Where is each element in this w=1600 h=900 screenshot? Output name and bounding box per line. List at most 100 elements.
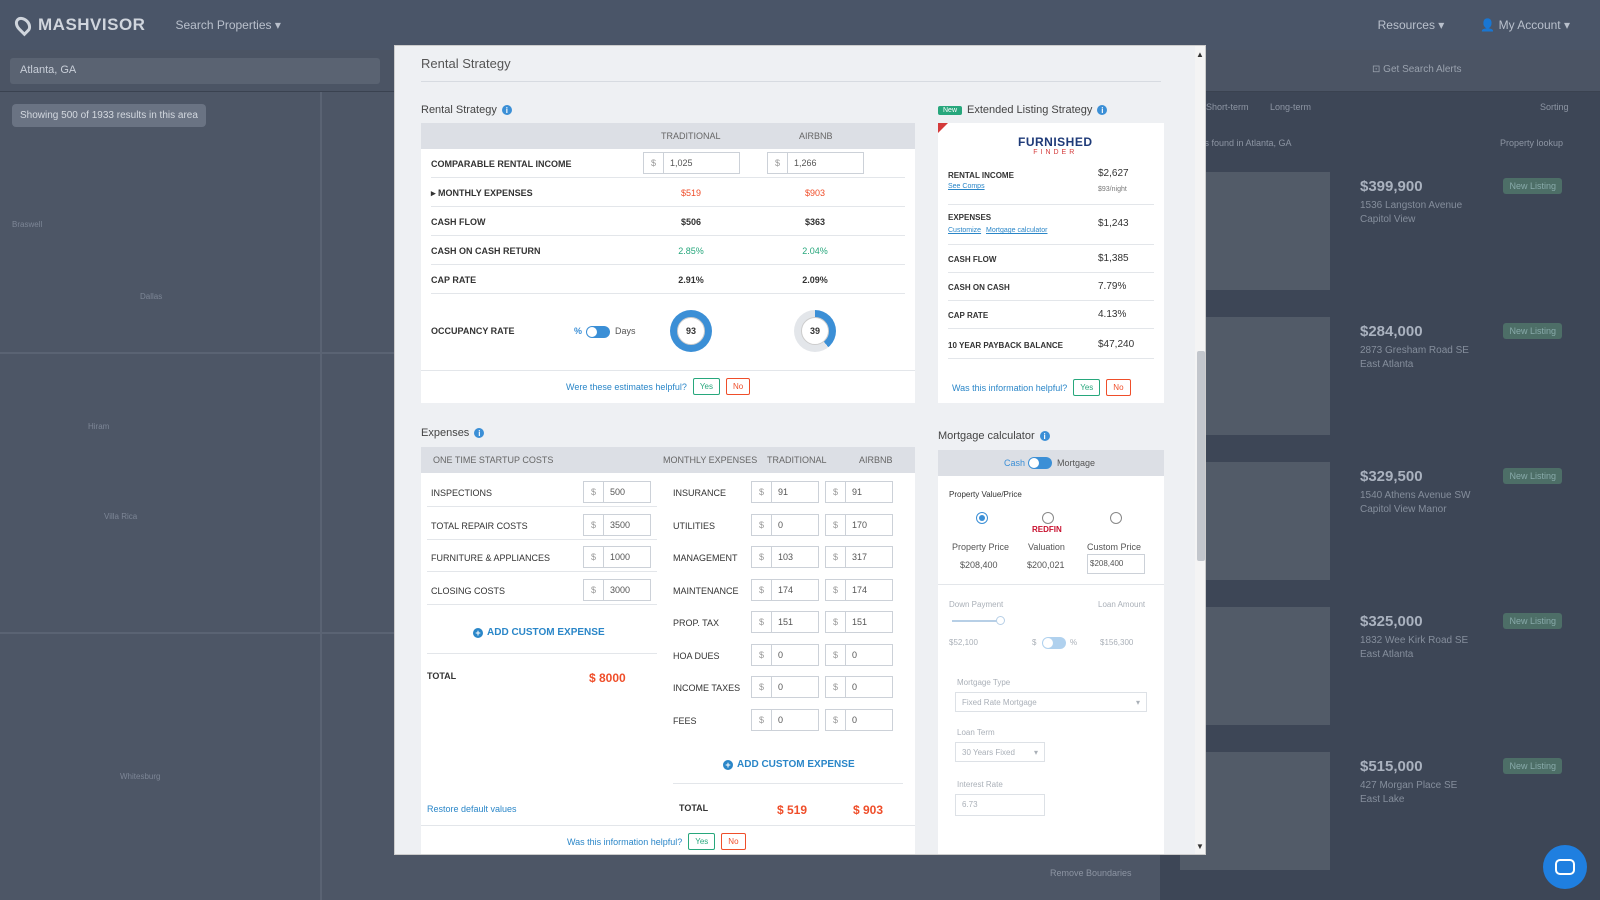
listing-price: $399,900 <box>1360 178 1423 195</box>
my-account-menu[interactable]: 👤 My Account ▾ <box>1480 18 1570 32</box>
custom-price-radio[interactable] <box>1110 512 1122 524</box>
mortgage-calculator-link[interactable]: Mortgage calculator <box>986 227 1048 234</box>
no-button[interactable]: No <box>725 378 751 395</box>
resources-menu[interactable]: Resources ▾ <box>1377 18 1445 32</box>
property-price-label: Property Price <box>952 542 1010 552</box>
monthly-airbnb-input[interactable]: $170 <box>825 513 893 536</box>
scroll-up-icon[interactable]: ▲ <box>1196 50 1204 59</box>
monthly-traditional-input[interactable]: $0 <box>751 513 819 536</box>
sorting-menu[interactable]: Sorting <box>1540 102 1569 112</box>
valuation-radio[interactable] <box>1042 512 1054 524</box>
property-lookup-link[interactable]: Property lookup <box>1500 138 1564 148</box>
yes-button[interactable]: Yes <box>688 833 716 850</box>
monthly-airbnb-input[interactable]: $0 <box>825 676 893 698</box>
rental-strategy-modal: Rental Strategy ▲ ▼ Rental Strategy i TRA… <box>394 45 1206 855</box>
divider <box>421 81 1161 82</box>
listing-area: East Lake <box>1360 794 1405 805</box>
caret-right-icon[interactable]: ▸ <box>431 188 436 198</box>
comparable-traditional-input[interactable]: $1,025 <box>643 152 740 174</box>
dollar-unit-label: $ <box>1032 638 1037 647</box>
plus-icon: + <box>473 627 483 638</box>
results-count-badge: Showing 500 of 1933 results in this area <box>12 104 206 127</box>
startup-expense-input[interactable]: $3000 <box>583 578 651 601</box>
mortgage-type-select[interactable]: Fixed Rate Mortgage ▾ <box>955 692 1147 712</box>
chat-launcher-button[interactable] <box>1543 845 1587 889</box>
monthly-airbnb-input[interactable]: $317 <box>825 546 893 568</box>
custom-price-input[interactable]: $208,400 <box>1087 554 1145 574</box>
cash-on-cash-row: CASH ON CASH RETURN 2.85% 2.04% <box>431 236 905 265</box>
ext-cash-on-cash-row: CASH ON CASH 7.79% <box>948 273 1154 301</box>
monthly-traditional-input[interactable]: $0 <box>751 676 819 698</box>
remove-boundaries-button[interactable]: Remove Boundaries <box>1050 868 1132 878</box>
listing-card[interactable]: $515,000 427 Morgan Place SE East Lake New … <box>1180 752 1580 870</box>
search-properties-menu[interactable]: Search Properties ▾ <box>175 18 281 32</box>
info-icon[interactable]: i <box>501 105 512 115</box>
monthly-airbnb-input[interactable]: $0 <box>825 708 893 731</box>
occupancy-unit-toggle[interactable] <box>586 326 610 338</box>
listing-card[interactable]: $325,000 1832 Wee Kirk Road SE East Atlant… <box>1180 607 1580 725</box>
mashvisor-logo[interactable]: MASHVISOR <box>11 13 145 37</box>
startup-expense-label: TOTAL REPAIR COSTS <box>431 520 528 531</box>
listing-address: 2873 Gresham Road SE <box>1360 345 1469 356</box>
occupancy-days-label: Days <box>615 326 636 336</box>
loan-term-label: Loan Term <box>957 728 995 737</box>
no-button[interactable]: No <box>1106 379 1131 396</box>
listing-address: 1832 Wee Kirk Road SE <box>1360 635 1469 646</box>
monthly-airbnb-input[interactable]: $91 <box>825 481 893 503</box>
listing-card[interactable]: $399,900 1536 Langston Avenue Capitol View… <box>1180 172 1580 290</box>
loan-term-select[interactable]: 30 Years Fixed ▾ <box>955 742 1045 762</box>
scrollbar-thumb[interactable] <box>1197 351 1205 561</box>
yes-button[interactable]: Yes <box>692 378 720 395</box>
new-listing-badge: New Listing <box>1503 178 1562 194</box>
info-icon[interactable]: i <box>474 428 485 438</box>
down-payment-unit-toggle[interactable] <box>1042 637 1066 649</box>
cash-flow-row: CASH FLOW $506 $363 <box>431 207 905 236</box>
down-payment-slider-handle[interactable] <box>996 616 1005 625</box>
monthly-traditional-input[interactable]: $174 <box>751 578 819 601</box>
monthly-traditional-input[interactable]: $151 <box>751 611 819 633</box>
down-payment-slider[interactable] <box>952 620 1000 622</box>
see-comps-link[interactable]: See Comps <box>948 183 985 190</box>
location-search-input[interactable]: Atlanta, GA <box>10 58 380 84</box>
startup-expense-input[interactable]: $500 <box>583 481 651 503</box>
tab-short-term[interactable]: Short-term <box>1206 102 1249 112</box>
ext-rental-income-value: $2,627 <box>1098 168 1129 179</box>
monthly-traditional-input[interactable]: $0 <box>751 643 819 666</box>
property-price-radio[interactable] <box>976 512 988 524</box>
info-icon[interactable]: i <box>1097 105 1108 115</box>
monthly-airbnb-input[interactable]: $174 <box>825 578 893 601</box>
monthly-airbnb-input[interactable]: $151 <box>825 611 893 633</box>
add-custom-startup-expense-button[interactable]: + ADD CUSTOM EXPENSE <box>473 627 605 638</box>
listing-price: $325,000 <box>1360 613 1423 630</box>
customize-link[interactable]: Customize <box>948 227 982 234</box>
interest-rate-input[interactable]: 6.73 <box>955 794 1045 816</box>
monthly-traditional-input[interactable]: $0 <box>751 708 819 731</box>
monthly-traditional-input[interactable]: $91 <box>751 481 819 503</box>
monthly-traditional-input[interactable]: $103 <box>751 546 819 568</box>
listing-card[interactable]: $329,500 1540 Athens Avenue SW Capitol Vie… <box>1180 462 1580 580</box>
tab-long-term[interactable]: Long-term <box>1270 102 1312 112</box>
yes-button[interactable]: Yes <box>1073 379 1101 396</box>
listing-card[interactable]: $284,000 2873 Gresham Road SE East Atlanta… <box>1180 317 1580 435</box>
new-listing-badge: New Listing <box>1503 758 1562 774</box>
no-button[interactable]: No <box>721 833 746 850</box>
modal-title: Rental Strategy <box>421 56 511 71</box>
cash-mortgage-toggle[interactable] <box>1028 457 1052 469</box>
startup-expense-row: FURNITURE & APPLIANCES $1000 <box>427 542 657 572</box>
get-search-alerts-button[interactable]: ⊡ Get Search Alerts <box>1372 64 1462 75</box>
info-icon[interactable]: i <box>1039 431 1050 441</box>
monthly-expenses-row[interactable]: ▸ MONTHLY EXPENSES $519 $903 <box>431 178 905 207</box>
scroll-down-icon[interactable]: ▼ <box>1196 842 1204 851</box>
restore-defaults-link[interactable]: Restore default values <box>427 804 517 814</box>
monthly-expense-row: INCOME TAXES $0 $0 <box>673 672 909 702</box>
comparable-airbnb-input[interactable]: $1,266 <box>767 152 864 174</box>
monthly-airbnb-input[interactable]: $0 <box>825 643 893 666</box>
nightly-rate: $93/night <box>1098 186 1127 193</box>
plus-icon: + <box>723 759 733 770</box>
listing-price: $284,000 <box>1360 323 1423 340</box>
ext-payback-value: $47,240 <box>1098 339 1135 350</box>
startup-expense-input[interactable]: $3500 <box>583 513 651 536</box>
add-custom-monthly-expense-button[interactable]: + ADD CUSTOM EXPENSE <box>723 759 855 770</box>
startup-expense-input[interactable]: $1000 <box>583 546 651 568</box>
startup-expense-row: CLOSING COSTS $3000 <box>427 575 657 605</box>
